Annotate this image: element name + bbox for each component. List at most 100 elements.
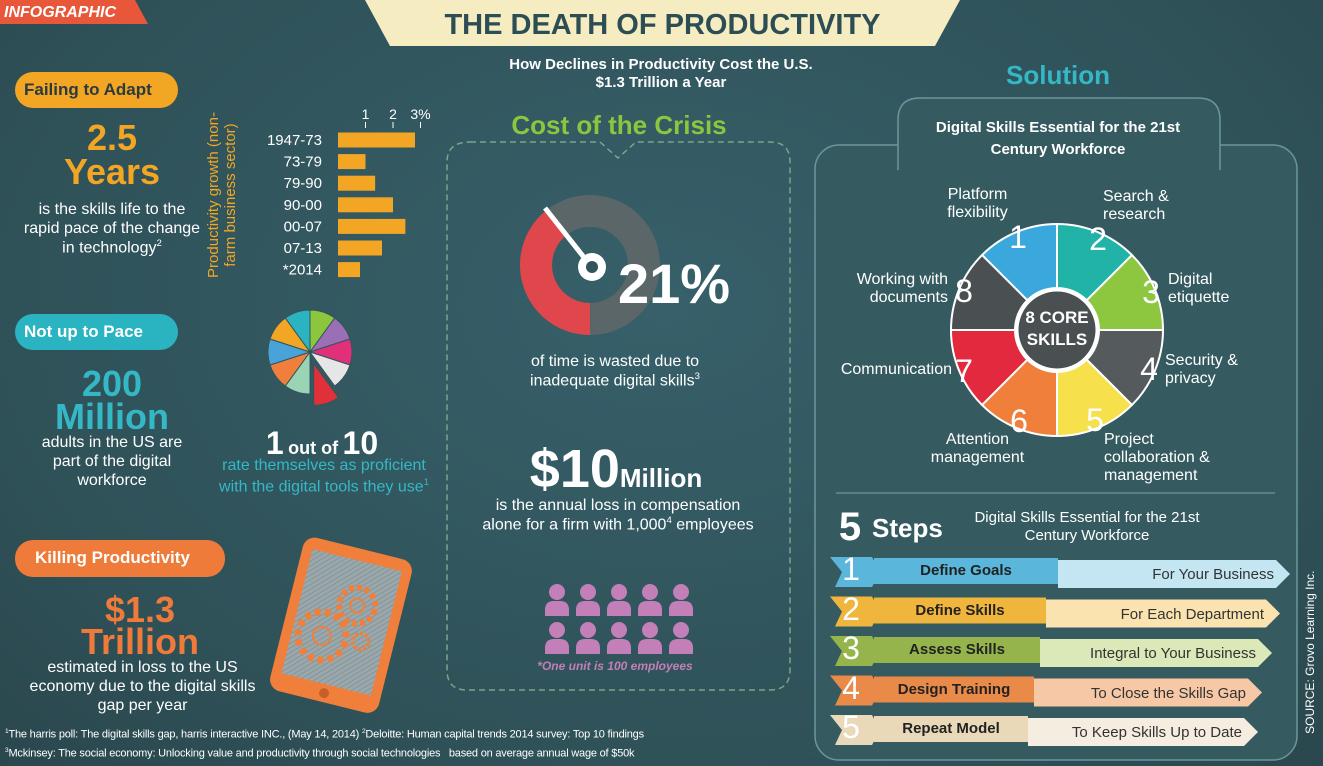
person-body: [576, 601, 600, 616]
step-action-label: Repeat Model: [902, 720, 1000, 737]
x-tick-label: 3%: [410, 106, 430, 122]
bar: [338, 262, 360, 278]
y-tick-label: 1947-73: [267, 132, 322, 149]
ratio-total: 10: [342, 425, 379, 461]
step-action-label: Design Training: [897, 680, 1011, 698]
y-tick-label: *2014: [283, 262, 322, 279]
ratio-count: 1: [265, 425, 284, 461]
core-label: 8 CORE SKILLS: [1025, 308, 1089, 349]
core-circle: [1015, 288, 1099, 372]
skill-number: 1: [1009, 219, 1027, 255]
person-head: [580, 584, 596, 600]
skill-label: Platform flexibility: [947, 186, 1008, 221]
person-body: [576, 639, 600, 654]
footnote-mark: 3: [694, 371, 700, 383]
footnote: Deloitte: Human capital trends 2014 surv…: [365, 728, 644, 741]
step-detail: [1058, 560, 1290, 588]
section-label: Failing to Adapt: [24, 80, 152, 99]
footnote-mark: 1: [423, 477, 429, 488]
footnote-mark: 2: [361, 728, 366, 735]
title-banner: [365, 0, 960, 46]
step-chevron: [830, 636, 880, 666]
y-tick-label: 90-00: [284, 197, 322, 214]
title: THE DEATH OF PRODUCTIVITY: [444, 9, 881, 41]
step-action: [874, 558, 1058, 584]
footnote-mark: 2: [156, 238, 162, 250]
pie-slice: [284, 309, 311, 354]
subtitle: How Declines in Productivity Cost the U.…: [509, 56, 813, 91]
footnote-mark: 4: [666, 515, 672, 527]
step-detail-label: To Keep Skills Up to Date: [1071, 724, 1242, 741]
person-body: [607, 639, 631, 654]
step-detail: [1046, 599, 1280, 628]
solution-title: Solution: [1006, 60, 1110, 90]
step-detail: [1034, 678, 1262, 707]
skill-number: 6: [1010, 403, 1028, 439]
description: is the skills life to the rapid pace of …: [22, 200, 202, 258]
person-body: [669, 601, 693, 616]
skill-label: Digital etiquette: [1168, 271, 1230, 306]
bar: [338, 154, 366, 170]
y-tick-label: 07-13: [284, 240, 322, 257]
loss-unit: Million: [619, 463, 703, 493]
person-body: [638, 639, 662, 654]
person-head: [549, 584, 565, 600]
loss-figure: $10: [529, 439, 620, 499]
step-action-label: Define Goals: [920, 562, 1012, 579]
text: is the skills life to the rapid pace of …: [23, 201, 201, 257]
person-head: [549, 622, 565, 638]
solution-heading: Digital Skills Essential for the 21st Ce…: [935, 119, 1181, 158]
tag: INFOGRAPHIC: [4, 4, 116, 21]
footnotes: 1The harris poll: The digital skills gap…: [5, 724, 735, 761]
skill-number: 5: [1086, 402, 1104, 438]
footnote-mark: 3: [5, 746, 9, 754]
description: of time is wasted due to inadequate digi…: [498, 352, 732, 391]
person-head: [673, 622, 689, 638]
step-detail-label: Integral to Your Business: [1090, 645, 1256, 662]
person-head: [673, 584, 689, 600]
footnote: The harris poll: The digital skills gap,…: [8, 728, 360, 741]
person-body: [607, 601, 631, 616]
bar: [338, 175, 376, 191]
big-unit: Million: [55, 396, 169, 437]
crisis-frame: [446, 141, 791, 691]
skill-number: 3: [1142, 274, 1160, 310]
step-number: 3: [842, 630, 860, 666]
text: rate themselves as proficient with the d…: [219, 457, 426, 496]
person-body: [638, 601, 662, 616]
person-body: [669, 639, 693, 654]
person-head: [611, 622, 627, 638]
step-action-label: Define Skills: [915, 601, 1005, 619]
tag-ribbon: [0, 0, 148, 24]
person-head: [580, 622, 596, 638]
footnote: based on average annual wage of $50k: [448, 747, 635, 760]
percent: 21%: [618, 252, 731, 315]
text: is the annual loss in compensation alone…: [482, 497, 741, 534]
solution-tab: [897, 97, 1221, 170]
step-number: 4: [842, 669, 860, 706]
step-action: [874, 597, 1046, 624]
bar: [338, 240, 382, 256]
skill-segment: [1085, 253, 1165, 331]
step-action: [874, 676, 1034, 703]
source: SOURCE: Grovo Learning Inc.: [1302, 570, 1317, 734]
description: estimated in loss to the US economy due …: [29, 659, 256, 715]
section-label: Killing Productivity: [35, 548, 190, 567]
big-figure: 200: [81, 363, 143, 404]
skill-number: 7: [955, 353, 973, 389]
unit-note: *One unit is 100 employees: [537, 659, 693, 673]
skill-segment: [980, 358, 1058, 438]
skill-label: Working with documents: [856, 271, 948, 306]
bar: [338, 132, 415, 148]
y-tick-label: 73-79: [284, 154, 322, 171]
chart-y-label: Productivity growth (non-farm business s…: [205, 112, 239, 278]
step-chevron: [830, 596, 880, 627]
step-detail-label: For Your Business: [1152, 566, 1274, 583]
step-action: [874, 716, 1028, 742]
text: of time is wasted due to inadequate digi…: [530, 353, 700, 390]
step-number: 2: [842, 590, 860, 627]
skill-label: Attention management: [930, 431, 1025, 466]
y-tick-label: 79-90: [284, 175, 322, 192]
loss: $10Million: [480, 437, 752, 502]
